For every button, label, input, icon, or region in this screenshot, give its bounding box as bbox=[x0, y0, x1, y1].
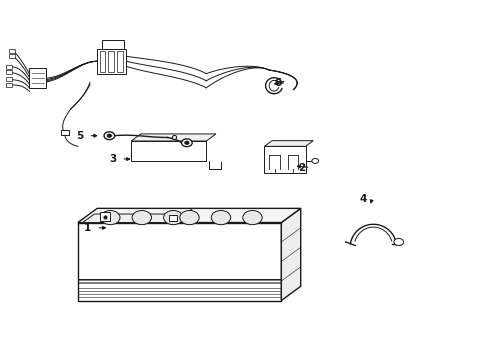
Bar bbox=[9, 54, 15, 58]
Bar bbox=[6, 77, 12, 81]
Bar bbox=[97, 49, 126, 74]
Circle shape bbox=[181, 139, 192, 147]
Text: 2: 2 bbox=[298, 163, 306, 172]
Polygon shape bbox=[78, 222, 281, 301]
Text: 1: 1 bbox=[84, 223, 92, 233]
Circle shape bbox=[100, 211, 120, 225]
Polygon shape bbox=[265, 146, 306, 173]
Circle shape bbox=[132, 211, 151, 225]
Bar bbox=[6, 83, 12, 87]
Bar bbox=[29, 68, 47, 88]
Bar bbox=[6, 65, 12, 69]
Circle shape bbox=[243, 211, 262, 225]
Bar bbox=[102, 40, 124, 49]
Polygon shape bbox=[83, 214, 184, 222]
Bar bbox=[6, 70, 12, 74]
Circle shape bbox=[164, 211, 183, 225]
Bar bbox=[61, 130, 69, 135]
Text: 3: 3 bbox=[109, 154, 117, 164]
Circle shape bbox=[104, 132, 115, 140]
Bar bbox=[9, 49, 15, 53]
Polygon shape bbox=[265, 141, 313, 146]
Text: 6: 6 bbox=[274, 77, 281, 87]
Circle shape bbox=[394, 238, 404, 246]
Bar bbox=[169, 215, 177, 221]
Text: 4: 4 bbox=[360, 194, 367, 204]
Polygon shape bbox=[131, 141, 206, 161]
Circle shape bbox=[180, 211, 199, 225]
Polygon shape bbox=[78, 208, 301, 222]
Polygon shape bbox=[281, 208, 301, 301]
Bar bbox=[117, 51, 123, 72]
Text: 5: 5 bbox=[76, 131, 84, 141]
Circle shape bbox=[211, 211, 231, 225]
Polygon shape bbox=[131, 134, 216, 141]
Bar bbox=[99, 212, 110, 221]
Bar bbox=[99, 51, 105, 72]
Circle shape bbox=[185, 141, 189, 144]
Bar bbox=[108, 51, 114, 72]
Circle shape bbox=[312, 158, 318, 163]
Circle shape bbox=[107, 134, 111, 137]
